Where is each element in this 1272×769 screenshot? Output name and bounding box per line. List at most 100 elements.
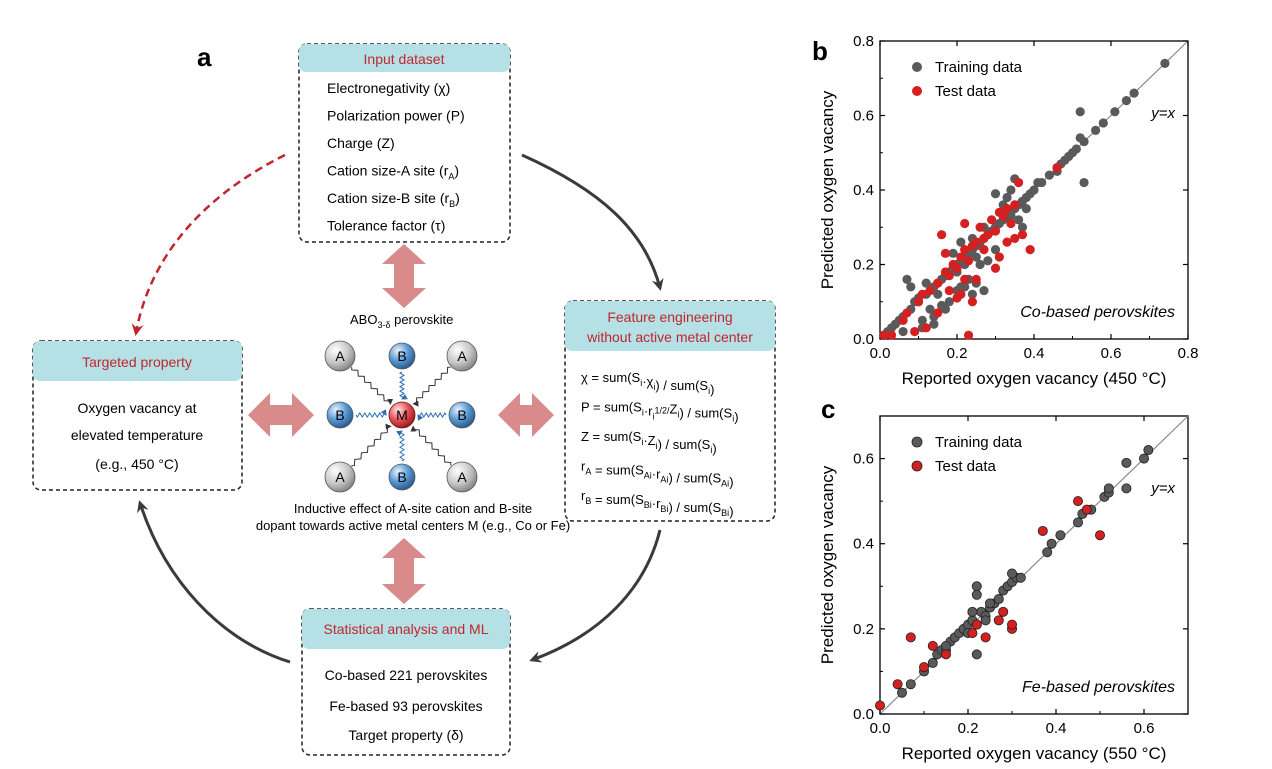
arrow-feature-to-stats [529, 529, 662, 663]
y-tick-label: 0.6 [853, 108, 874, 125]
formula-line: Z = sum(Si·Zi) / sum(Si) [581, 429, 717, 456]
training-point [985, 598, 996, 609]
stats-line-2: Fe-based 93 perovskites [329, 698, 482, 714]
training-point [1075, 107, 1085, 117]
target-line-2: elevated temperature [71, 427, 204, 443]
targeted-property-box: Targeted property Oxygen vacancy at elev… [32, 340, 243, 491]
double-arrow-left [248, 393, 314, 437]
training-point [921, 278, 931, 288]
training-point [1006, 185, 1016, 195]
training-point [1098, 118, 1108, 128]
training-point [937, 300, 947, 311]
test-point [980, 632, 991, 643]
test-point [1017, 230, 1028, 240]
metal-center-atom [388, 401, 416, 429]
test-point [963, 256, 974, 266]
test-point [990, 226, 1001, 236]
training-point [944, 297, 954, 307]
legend-marker [912, 86, 922, 96]
test-point [902, 308, 912, 318]
y-tick-label: 0.8 [853, 33, 874, 50]
panel-b: b 0.0 0.2 0.4 0.6 0.8 0.0 0.2 0.4 0.6 0.8 Reported… [812, 33, 1198, 388]
formula-line: P = sum(Si·ri1/2/Zi) / sum(Si) [581, 400, 739, 425]
training-point [925, 304, 935, 314]
test-point [998, 211, 1008, 221]
feature-title-line-1: Feature engineering [607, 309, 732, 325]
input-dataset-list: Electronegativity (χ) Polarization power … [327, 80, 465, 234]
b-site-atom [326, 401, 354, 429]
test-point [879, 330, 889, 340]
test-point [905, 632, 916, 643]
input-item: Tolerance factor (τ) [327, 218, 445, 234]
test-point [998, 606, 1009, 617]
chart-annotation: Fe-based perovskites [1022, 679, 1175, 696]
test-point [960, 245, 970, 255]
training-point [971, 581, 982, 592]
training-point [956, 237, 966, 247]
y-tick-label: 0.0 [853, 706, 874, 723]
panel-c-label: c [821, 394, 835, 424]
training-point [1075, 133, 1085, 143]
training-point [980, 615, 991, 626]
training-point [905, 679, 916, 690]
x-tick-label: 0.0 [870, 345, 891, 362]
training-point [967, 606, 978, 617]
scatter-points [875, 445, 1154, 711]
panel-c: c 0.0 0.2 0.4 0.6 0.0 0.2 0.4 0.6 Reported oxyge… [818, 394, 1189, 763]
chart-c: 0.0 0.2 0.4 0.6 0.0 0.2 0.4 0.6 Reported oxygen … [818, 415, 1189, 763]
target-line-3: (e.g., 450 °C) [95, 456, 178, 472]
input-item: Cation size-B site (rB) [327, 190, 460, 209]
formula-line: rA = sum(SAi·rAi) / sum(SAi) [581, 459, 734, 490]
stats-line-3: Target property (δ) [348, 727, 463, 743]
y-tick-label: 0.0 [853, 331, 874, 348]
training-point [1021, 204, 1031, 214]
training-point [1006, 211, 1016, 221]
test-point [919, 662, 930, 673]
b-site-atom-label: B [397, 469, 406, 485]
training-point [1007, 568, 1018, 579]
double-arrow-right [498, 393, 554, 437]
formula-line: χ = sum(Si·χi) / sum(Si) [581, 370, 714, 397]
training-point [933, 289, 943, 299]
test-point [963, 330, 974, 340]
training-point [1033, 177, 1043, 188]
y-tick-label: 0.2 [853, 621, 874, 638]
y-tick-label: 0.4 [853, 536, 874, 553]
training-point [1002, 192, 1012, 203]
test-point [927, 640, 938, 651]
training-point [1121, 457, 1132, 468]
a-site-atom [446, 340, 478, 372]
a-site-atom-label: A [335, 469, 345, 485]
legend-label: Test data [935, 83, 997, 100]
training-point [967, 289, 978, 299]
training-point [993, 594, 1004, 605]
training-point [1121, 96, 1131, 106]
training-point [975, 259, 985, 270]
dashed-arrow-input-to-target [131, 153, 286, 336]
training-point [1160, 58, 1170, 68]
inductive-connector [398, 371, 408, 400]
test-point [987, 215, 997, 225]
test-point [1006, 218, 1016, 229]
y-axis-label: Predicted oxygen vacancy [818, 465, 837, 664]
y-tick-label: 0.6 [853, 451, 874, 468]
test-point [940, 248, 951, 258]
input-dataset-box: Input dataset Electronegativity (χ) Polar… [298, 43, 511, 243]
training-point [990, 189, 1001, 199]
input-item: Cation size-A site (rA) [327, 163, 459, 182]
test-point [933, 278, 943, 288]
training-point [990, 245, 1001, 255]
caption-line-2: dopant towards active metal centers M (e… [256, 518, 570, 533]
a-site-atom [324, 340, 356, 372]
training-point [927, 657, 938, 668]
test-point [1014, 177, 1024, 188]
feature-engineering-box: Feature engineering without active metal… [564, 300, 776, 522]
inductive-connector [351, 423, 392, 467]
double-arrow-top [382, 244, 426, 308]
x-tick-label: 0.6 [1101, 345, 1122, 362]
training-point [1046, 538, 1057, 549]
x-tick-label: 0.2 [947, 345, 968, 362]
training-point [1079, 177, 1089, 188]
y-axis-label: Predicted oxygen vacancy [818, 90, 837, 289]
